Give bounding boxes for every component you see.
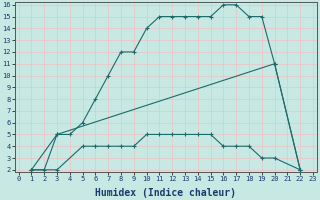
X-axis label: Humidex (Indice chaleur): Humidex (Indice chaleur) [95,188,236,198]
